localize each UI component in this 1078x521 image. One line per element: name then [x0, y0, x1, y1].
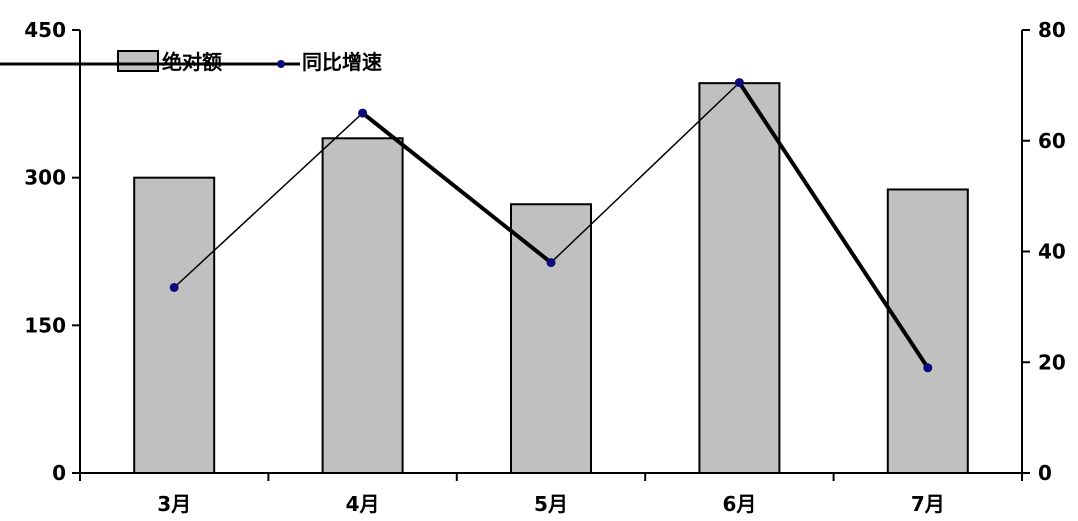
legend: 绝对额 同比增速: [0, 50, 382, 74]
line-segment-2: [361, 111, 553, 265]
x-tick-label-2: 4月: [346, 492, 380, 516]
line-segment-3: [550, 82, 740, 264]
line-segment-1: [173, 112, 364, 289]
x-tick-label-3: 5月: [534, 492, 568, 516]
line-segment-4: [737, 81, 930, 369]
y-right-tick-label-4: 60: [1038, 129, 1066, 153]
legend-line-label: 同比增速: [302, 50, 382, 74]
y-right-tick-label-2: 20: [1038, 350, 1066, 374]
legend-bar-label: 绝对额: [162, 50, 222, 74]
x-tick-label-5: 7月: [911, 492, 945, 516]
y-right-tick-label-1: 0: [1038, 461, 1052, 485]
x-tick-label-4: 6月: [722, 492, 756, 516]
bar-3: [510, 203, 592, 474]
bar-1: [133, 176, 216, 475]
y-right-tick-label-5: 80: [1038, 18, 1066, 42]
legend-line-marker: [277, 60, 285, 68]
line-point-2: [358, 108, 368, 118]
bar-2: [321, 137, 404, 475]
line-point-3: [546, 258, 556, 268]
bar-5: [886, 188, 969, 474]
y-right-tick-label-3: 40: [1038, 240, 1066, 264]
axes: 0 150 300 450 0 20 40 60 80 3月 4月 5月 6月 7月: [24, 18, 1066, 516]
line-point-1: [169, 282, 179, 292]
y-left-tick-label-2: 150: [24, 313, 66, 337]
y-left-tick-label-4: 450: [24, 18, 66, 42]
line-point-5: [923, 363, 933, 373]
line-series: [169, 78, 933, 373]
line-point-4: [734, 78, 744, 88]
bar-series: [133, 82, 969, 475]
x-tick-label-1: 3月: [157, 492, 191, 516]
y-left-tick-label-3: 300: [24, 166, 66, 190]
y-left-tick-label-1: 0: [52, 461, 66, 485]
legend-bar-swatch: [117, 50, 159, 72]
bar-4: [698, 82, 781, 474]
